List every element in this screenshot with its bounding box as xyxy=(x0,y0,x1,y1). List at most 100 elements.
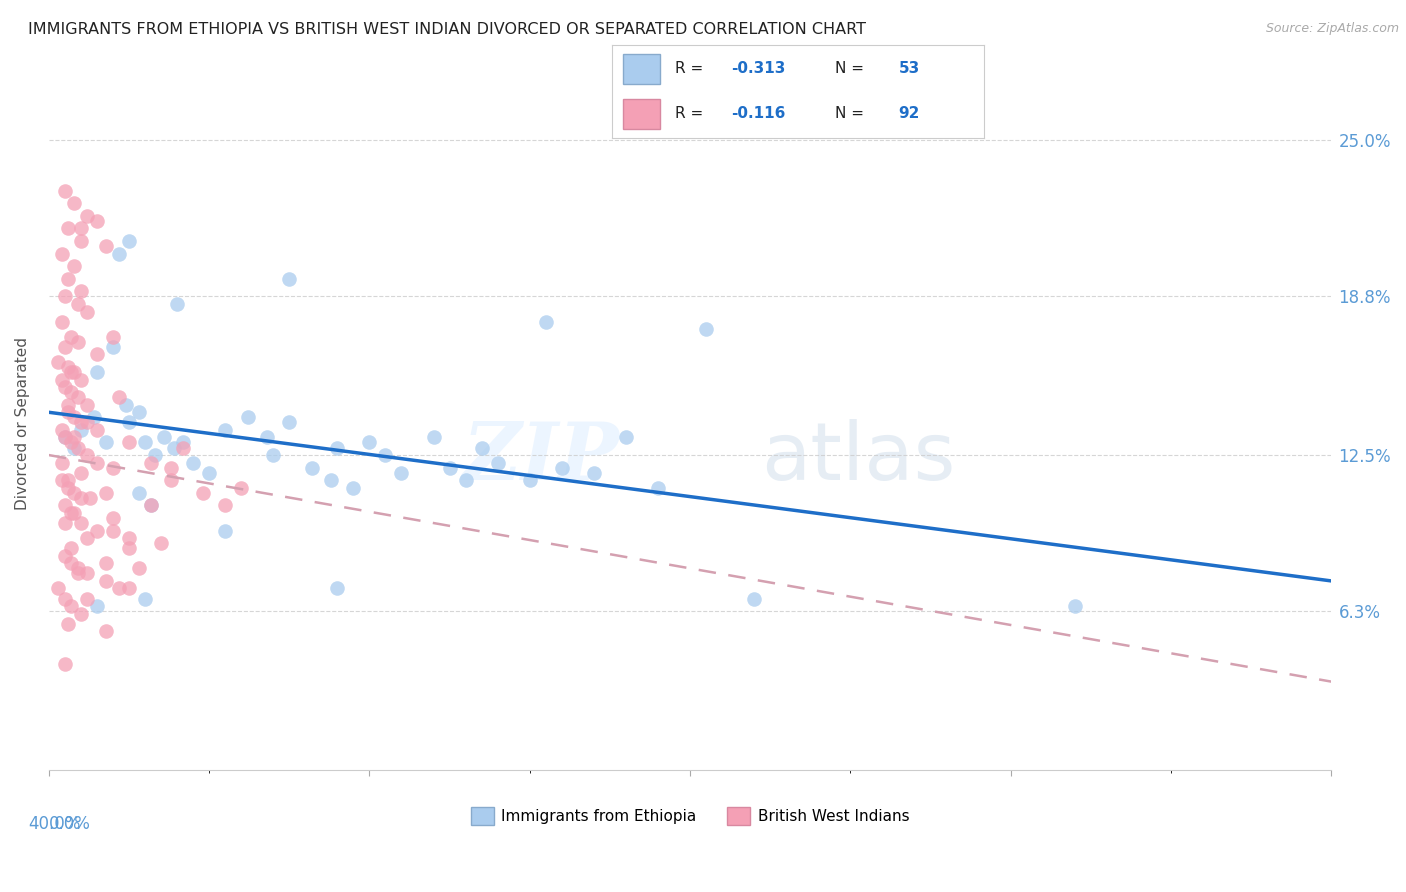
Point xyxy=(69,221,91,235)
Point xyxy=(83,410,105,425)
Point xyxy=(76,448,98,462)
Point xyxy=(118,415,141,429)
Point xyxy=(519,473,541,487)
Point xyxy=(101,340,124,354)
Point xyxy=(128,561,150,575)
Point xyxy=(69,607,91,621)
Point xyxy=(422,430,444,444)
Point xyxy=(326,582,349,596)
Text: ZIP: ZIP xyxy=(463,419,620,497)
Point xyxy=(63,506,86,520)
Point xyxy=(96,624,118,639)
Point xyxy=(118,531,141,545)
Point xyxy=(76,566,98,581)
Point xyxy=(614,430,637,444)
Point xyxy=(86,214,108,228)
Point xyxy=(63,196,86,211)
Point xyxy=(143,448,166,462)
Point xyxy=(76,531,98,545)
Point xyxy=(118,582,141,596)
Point xyxy=(439,460,461,475)
Point xyxy=(69,415,91,429)
Point xyxy=(214,499,236,513)
Point xyxy=(141,456,163,470)
Point xyxy=(48,582,70,596)
Point xyxy=(582,466,605,480)
Point xyxy=(278,415,301,429)
Point xyxy=(134,591,156,606)
Point xyxy=(51,473,73,487)
Point xyxy=(76,415,98,429)
Legend: Immigrants from Ethiopia, British West Indians: Immigrants from Ethiopia, British West I… xyxy=(465,800,915,831)
Point xyxy=(647,481,669,495)
Point xyxy=(79,491,101,505)
Point xyxy=(66,441,89,455)
Point xyxy=(56,398,79,412)
Point xyxy=(51,456,73,470)
Point xyxy=(101,524,124,538)
Point xyxy=(166,297,188,311)
Point xyxy=(69,234,91,248)
Point xyxy=(214,423,236,437)
Text: 0.0%: 0.0% xyxy=(49,814,90,833)
Text: -0.116: -0.116 xyxy=(731,106,785,121)
Point xyxy=(181,456,204,470)
Point xyxy=(159,460,181,475)
Point xyxy=(53,430,76,444)
Point xyxy=(141,499,163,513)
Point xyxy=(69,372,91,386)
Point xyxy=(63,259,86,273)
Point xyxy=(48,355,70,369)
Point xyxy=(56,359,79,374)
Point xyxy=(63,441,86,455)
Point xyxy=(134,435,156,450)
Point xyxy=(551,460,574,475)
Point xyxy=(236,410,259,425)
Point xyxy=(149,536,172,550)
Text: N =: N = xyxy=(835,106,869,121)
Point xyxy=(96,435,118,450)
Point xyxy=(66,390,89,404)
Point xyxy=(163,441,186,455)
Point xyxy=(1064,599,1087,614)
Point xyxy=(128,405,150,419)
Text: R =: R = xyxy=(675,106,709,121)
Text: -0.313: -0.313 xyxy=(731,62,785,77)
Point xyxy=(118,435,141,450)
Point xyxy=(56,405,79,419)
Point xyxy=(454,473,477,487)
Point xyxy=(108,582,131,596)
Point xyxy=(51,372,73,386)
Point xyxy=(60,365,83,379)
Y-axis label: Divorced or Separated: Divorced or Separated xyxy=(15,337,30,510)
Point xyxy=(60,506,83,520)
Point xyxy=(53,499,76,513)
Point xyxy=(695,322,717,336)
Point xyxy=(66,561,89,575)
Point xyxy=(86,347,108,361)
Point xyxy=(51,246,73,260)
Point xyxy=(114,398,136,412)
Text: 40.0%: 40.0% xyxy=(28,814,80,833)
Text: Source: ZipAtlas.com: Source: ZipAtlas.com xyxy=(1265,22,1399,36)
Point xyxy=(76,304,98,318)
Point xyxy=(471,441,494,455)
Text: R =: R = xyxy=(675,62,709,77)
Point xyxy=(53,184,76,198)
Point xyxy=(153,430,176,444)
Point xyxy=(76,209,98,223)
Text: IMMIGRANTS FROM ETHIOPIA VS BRITISH WEST INDIAN DIVORCED OR SEPARATED CORRELATIO: IMMIGRANTS FROM ETHIOPIA VS BRITISH WEST… xyxy=(28,22,866,37)
Point xyxy=(66,334,89,349)
Point xyxy=(391,466,413,480)
Point xyxy=(172,441,194,455)
Point xyxy=(53,549,76,563)
Point xyxy=(128,485,150,500)
Point xyxy=(56,221,79,235)
Point xyxy=(101,330,124,344)
Point xyxy=(63,485,86,500)
Point xyxy=(76,591,98,606)
Point xyxy=(66,297,89,311)
Point xyxy=(56,272,79,286)
Point xyxy=(86,456,108,470)
Point xyxy=(86,365,108,379)
